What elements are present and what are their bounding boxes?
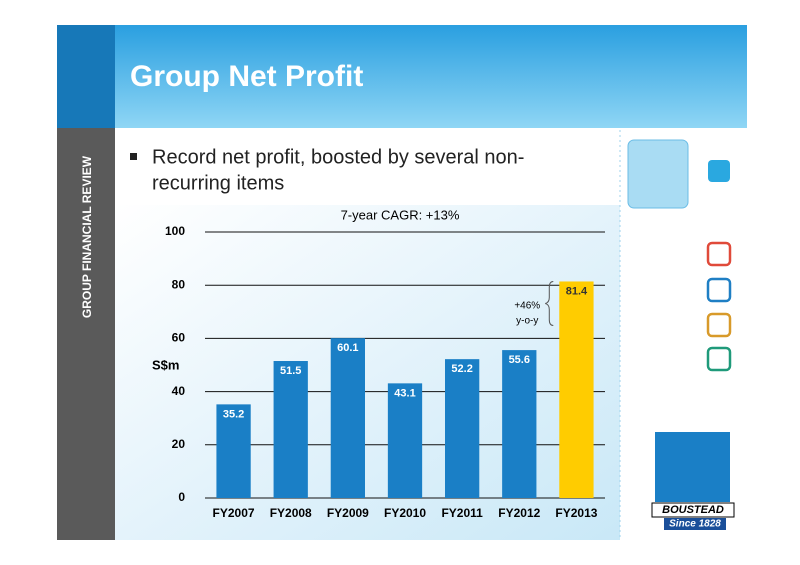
y-tick-label: 60 [172, 331, 186, 345]
annotation-brace [545, 280, 554, 326]
value-label: 52.2 [451, 363, 472, 375]
chart-background [115, 205, 620, 540]
y-tick-label: 80 [172, 277, 186, 291]
side-band [57, 128, 115, 540]
side-label: GROUP FINANCIAL REVIEW [80, 155, 94, 318]
icon-square [706, 277, 732, 303]
value-label: 55.6 [509, 354, 530, 366]
bullet-marker [130, 153, 137, 160]
chart: 0 20 40 60 80 100 S$m FY2007 35.2 FY2008 51.5 FY200… [152, 207, 605, 520]
icon-square [706, 346, 732, 372]
bar [502, 350, 537, 498]
bar [559, 281, 594, 498]
bullet-line: recurring items [152, 172, 284, 194]
value-label: 60.1 [337, 342, 358, 354]
annotation: y-o-y [516, 316, 538, 327]
value-label: 51.5 [280, 365, 301, 377]
x-tick-label: FY2011 [441, 506, 483, 520]
bar [387, 383, 423, 498]
x-tick-label: FY2009 [327, 506, 369, 520]
value-label: 43.1 [394, 387, 415, 399]
bar [445, 359, 480, 498]
photo [627, 139, 689, 209]
annotation: 7-year CAGR: +13% [341, 207, 460, 222]
icon-square [706, 241, 732, 267]
logo-name: BOUSTEAD [662, 504, 724, 516]
x-tick-label: FY2007 [213, 506, 255, 520]
x-tick-label: FY2013 [555, 506, 597, 520]
y-tick-label: 0 [178, 490, 185, 504]
logo-band [651, 502, 735, 518]
banner [57, 25, 747, 128]
x-tick-label: FY2010 [384, 506, 426, 520]
value-label: 81.4 [566, 285, 588, 297]
y-tick-label: 40 [172, 384, 186, 398]
bullet-line: Record net profit, boosted by several no… [152, 146, 524, 168]
logo-since-band [664, 518, 726, 530]
bar [273, 361, 308, 498]
slide-title: Group Net Profit [130, 60, 363, 93]
bar [216, 404, 251, 498]
x-tick-label: FY2012 [498, 506, 540, 520]
y-tick-label: 100 [165, 224, 185, 238]
bar [330, 338, 365, 498]
banner-corner [57, 25, 115, 128]
annotation: +46% [514, 301, 540, 312]
icon-square [706, 312, 732, 338]
icon-square [708, 160, 730, 182]
x-tick-label: FY2008 [270, 506, 312, 520]
y-axis-label: S$m [152, 357, 179, 372]
value-label: 35.2 [223, 408, 244, 420]
y-tick-label: 20 [172, 437, 186, 451]
logo-mark [655, 432, 730, 502]
logo-since: Since 1828 [669, 519, 721, 530]
